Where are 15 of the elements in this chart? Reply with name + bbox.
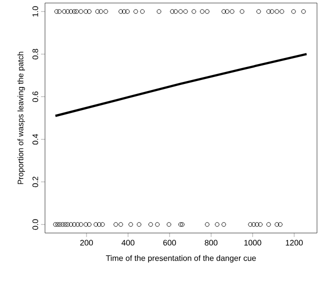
y-tick-label: 1.0	[32, 6, 38, 16]
x-tick-label: 1000	[244, 240, 262, 246]
y-tick-label: 0.8	[32, 48, 38, 60]
y-tick-label: 0.6	[32, 92, 38, 102]
x-tick-label: 400	[122, 240, 134, 246]
y-tick-label: 0.2	[32, 176, 38, 188]
x-tick-label: 200	[80, 240, 93, 246]
y-axis-title: Proportion of wasps leaving the patch	[17, 52, 25, 184]
x-tick-label: 600	[163, 240, 176, 246]
y-tick-label: 0.0	[32, 219, 38, 230]
x-tick-label: 1200	[286, 240, 303, 246]
y-tick-label: 0.4	[32, 134, 38, 145]
line-series	[54, 53, 308, 117]
x-axis-title: Time of the presentation of the danger cue	[106, 255, 256, 263]
x-tick-label: 800	[204, 240, 218, 246]
